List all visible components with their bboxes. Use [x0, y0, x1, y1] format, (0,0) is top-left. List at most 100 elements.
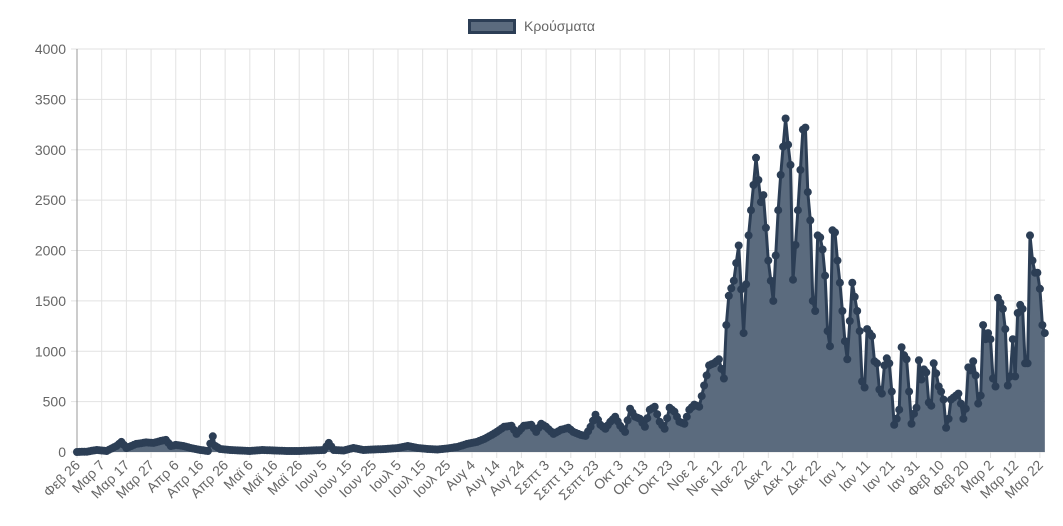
data-point[interactable] — [860, 383, 869, 392]
data-point[interactable] — [826, 342, 834, 351]
data-point[interactable] — [939, 395, 948, 404]
data-point[interactable] — [653, 410, 662, 419]
data-point[interactable] — [719, 374, 728, 383]
data-point[interactable] — [700, 381, 709, 390]
data-point[interactable] — [702, 371, 711, 380]
data-point[interactable] — [784, 140, 793, 149]
data-point[interactable] — [737, 285, 746, 294]
data-point[interactable] — [744, 231, 753, 240]
data-point[interactable] — [986, 335, 995, 344]
data-point[interactable] — [739, 329, 748, 338]
data-point[interactable] — [927, 401, 936, 410]
data-point[interactable] — [905, 387, 914, 396]
data-point[interactable] — [959, 414, 968, 423]
data-point[interactable] — [749, 181, 758, 189]
data-point[interactable] — [727, 284, 736, 293]
data-point[interactable] — [838, 307, 847, 315]
data-point[interactable] — [759, 191, 768, 200]
data-point[interactable] — [971, 371, 980, 380]
data-point[interactable] — [623, 416, 632, 425]
data-point[interactable] — [823, 327, 832, 336]
data-point[interactable] — [833, 256, 842, 265]
data-point[interactable] — [806, 216, 815, 225]
data-point[interactable] — [1008, 335, 1017, 344]
data-point[interactable] — [747, 206, 755, 215]
data-point[interactable] — [754, 176, 763, 184]
data-point[interactable] — [868, 332, 876, 341]
data-point[interactable] — [929, 359, 938, 368]
data-point[interactable] — [697, 392, 706, 401]
data-point[interactable] — [984, 329, 993, 338]
data-point[interactable] — [1018, 304, 1027, 313]
data-point[interactable] — [1033, 268, 1042, 277]
data-point[interactable] — [640, 422, 649, 431]
data-point[interactable] — [991, 382, 1000, 391]
data-point[interactable] — [682, 412, 691, 421]
data-point[interactable] — [942, 423, 951, 432]
data-point[interactable] — [979, 321, 988, 330]
data-point[interactable] — [714, 355, 723, 364]
data-point[interactable] — [848, 278, 857, 287]
data-point[interactable] — [729, 276, 738, 285]
data-point[interactable] — [932, 369, 941, 378]
data-point[interactable] — [586, 422, 595, 431]
data-point[interactable] — [761, 223, 770, 232]
data-point[interactable] — [717, 364, 726, 373]
data-point[interactable] — [774, 206, 783, 215]
data-point[interactable] — [922, 368, 931, 377]
data-point[interactable] — [1023, 359, 1032, 368]
data-point[interactable] — [1035, 284, 1044, 293]
data-point[interactable] — [831, 228, 839, 237]
data-point[interactable] — [650, 402, 659, 411]
data-point[interactable] — [840, 337, 849, 346]
data-point[interactable] — [811, 307, 820, 315]
data-point[interactable] — [845, 317, 854, 325]
data-point[interactable] — [907, 419, 916, 428]
data-point[interactable] — [724, 291, 733, 300]
data-point[interactable] — [944, 414, 953, 423]
data-point[interactable] — [786, 160, 795, 169]
data-point[interactable] — [796, 165, 805, 174]
data-point[interactable] — [917, 375, 926, 384]
data-point[interactable] — [781, 114, 790, 123]
data-point[interactable] — [1040, 329, 1049, 338]
data-point[interactable] — [956, 399, 965, 408]
data-point[interactable] — [791, 241, 800, 249]
data-point[interactable] — [1026, 231, 1034, 240]
data-point[interactable] — [621, 427, 630, 436]
data-point[interactable] — [976, 391, 985, 400]
data-point[interactable] — [789, 275, 797, 284]
chart-legend[interactable]: Κρούσματα — [0, 18, 1063, 34]
data-point[interactable] — [801, 123, 810, 132]
data-point[interactable] — [873, 359, 881, 368]
data-point[interactable] — [1001, 325, 1010, 334]
data-point[interactable] — [732, 259, 741, 268]
data-point[interactable] — [954, 389, 963, 398]
data-point[interactable] — [1038, 321, 1047, 330]
data-point[interactable] — [910, 409, 918, 418]
data-point[interactable] — [961, 404, 970, 413]
data-point[interactable] — [989, 374, 997, 383]
data-point[interactable] — [969, 357, 978, 366]
data-point[interactable] — [818, 245, 827, 254]
data-point[interactable] — [734, 241, 743, 250]
data-point[interactable] — [835, 278, 844, 287]
data-point[interactable] — [858, 377, 867, 386]
data-point[interactable] — [808, 296, 817, 305]
data-point[interactable] — [643, 414, 652, 423]
data-point[interactable] — [695, 402, 704, 411]
data-point[interactable] — [998, 304, 1007, 313]
data-point[interactable] — [897, 343, 906, 352]
data-point[interactable] — [892, 414, 901, 423]
data-point[interactable] — [890, 420, 899, 429]
data-point[interactable] — [722, 321, 731, 330]
data-point[interactable] — [895, 405, 904, 414]
data-point[interactable] — [850, 292, 859, 301]
data-point[interactable] — [966, 366, 975, 375]
data-point[interactable] — [663, 414, 672, 423]
data-point[interactable] — [203, 447, 212, 455]
data-point[interactable] — [752, 153, 760, 162]
data-point[interactable] — [937, 387, 946, 396]
data-point[interactable] — [877, 389, 886, 398]
data-point[interactable] — [912, 403, 921, 412]
